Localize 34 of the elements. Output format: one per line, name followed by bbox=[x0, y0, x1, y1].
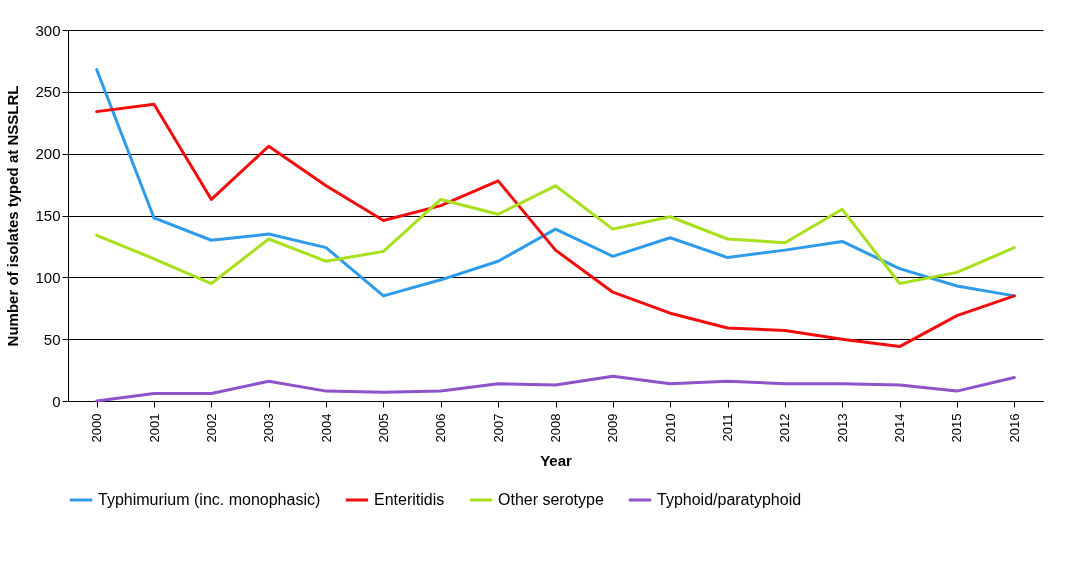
x-axis-title: Year bbox=[540, 452, 573, 470]
line-series bbox=[95, 102, 1016, 349]
x-tick-label: 2009 bbox=[605, 413, 621, 443]
x-tick-label: 2012 bbox=[777, 413, 793, 443]
x-tick-label: 2007 bbox=[490, 413, 506, 443]
y-tick-label: 300 bbox=[35, 21, 61, 39]
x-tick-label: 2010 bbox=[662, 413, 678, 443]
y-axis-title: Number of isolates typed at NSSLRL bbox=[4, 85, 22, 347]
x-tick-label: 2015 bbox=[949, 413, 965, 443]
x-tick-label: 2000 bbox=[89, 413, 105, 443]
y-tick-label: 0 bbox=[52, 392, 61, 410]
legend-label: Typhoid/paratyphoid bbox=[657, 491, 802, 508]
x-tick-label: 2006 bbox=[433, 413, 449, 443]
x-tick-label: 2001 bbox=[146, 413, 162, 443]
legend-label: Enteritidis bbox=[374, 491, 445, 508]
x-tick-label: 2014 bbox=[892, 413, 908, 443]
legend-label: Other serotype bbox=[498, 491, 604, 508]
y-tick-label: 150 bbox=[35, 207, 61, 224]
x-tick-label: 2013 bbox=[834, 413, 850, 443]
x-tick-label: 2011 bbox=[720, 413, 736, 442]
y-tick-label: 250 bbox=[35, 83, 61, 101]
x-tick-label: 2003 bbox=[261, 413, 277, 443]
x-tick-label: 2002 bbox=[203, 413, 219, 443]
y-tick-label: 200 bbox=[35, 145, 61, 163]
x-tick-label: 2005 bbox=[375, 413, 391, 443]
y-tick-label: 50 bbox=[43, 330, 61, 348]
y-tick-label: 100 bbox=[35, 268, 61, 286]
line-series bbox=[95, 374, 1016, 403]
x-tick-label: 2008 bbox=[548, 413, 563, 443]
x-tick-label: 2004 bbox=[318, 413, 334, 443]
line-series bbox=[95, 68, 1016, 298]
x-tick-label: 2016 bbox=[1006, 413, 1022, 443]
line-series bbox=[95, 184, 1016, 286]
legend-label: Typhimurium (inc. monophasic) bbox=[98, 491, 321, 508]
